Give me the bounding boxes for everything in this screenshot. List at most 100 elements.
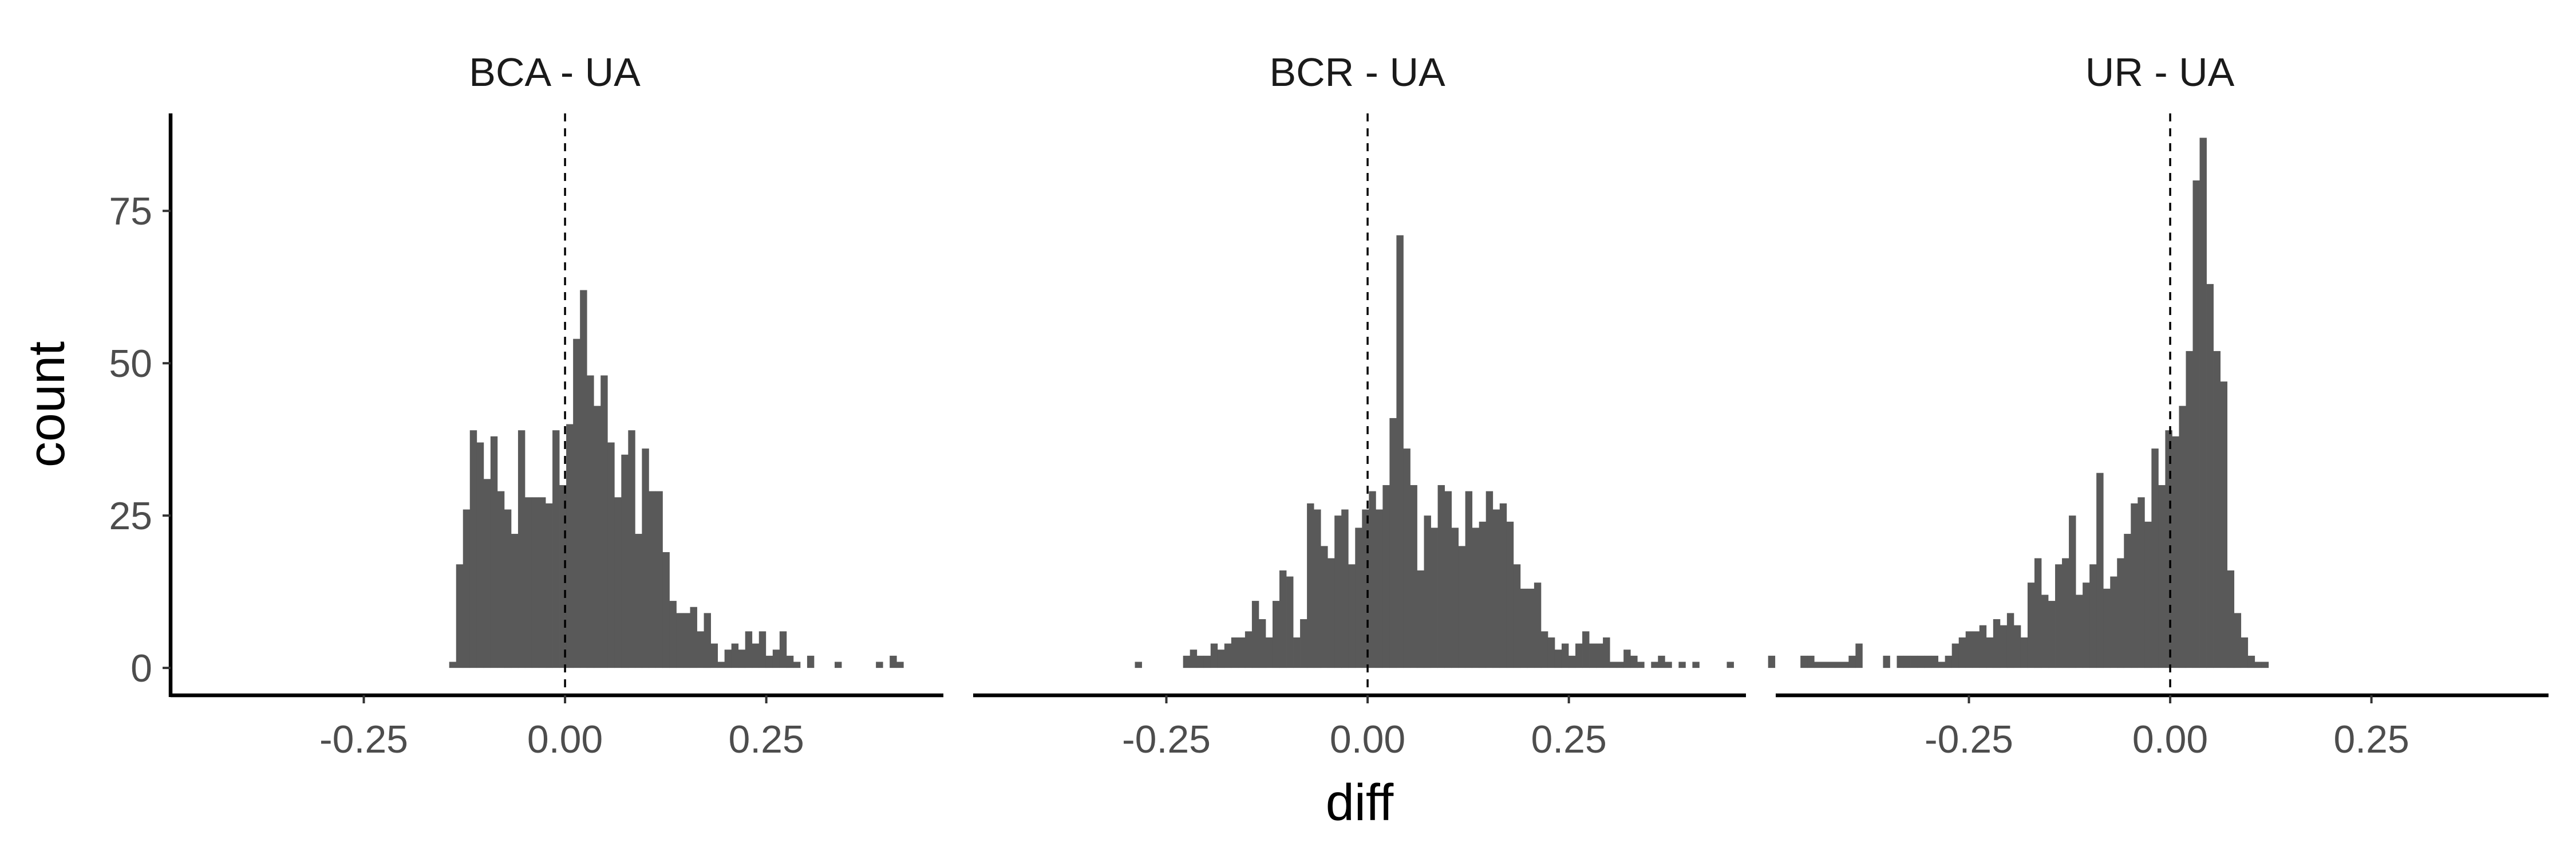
y-tick-label: 75 <box>109 190 152 233</box>
histogram-bar <box>1341 509 1349 668</box>
histogram-bar <box>1965 631 1973 668</box>
histogram-bar <box>642 448 649 668</box>
histogram-bar <box>1575 643 1583 668</box>
histogram-bar <box>1444 491 1452 668</box>
histogram-bar <box>614 497 622 668</box>
histogram-bar <box>1258 619 1266 668</box>
histogram-bar <box>546 503 553 668</box>
histogram-bar <box>683 613 690 668</box>
histogram-bar <box>1582 631 1590 668</box>
histogram-bar <box>524 497 532 668</box>
histogram-bar <box>2062 558 2069 668</box>
histogram-bar <box>2076 595 2083 668</box>
histogram-bar <box>1279 570 1287 668</box>
histogram-bar <box>649 491 656 668</box>
histogram-bar <box>704 613 711 668</box>
histogram-bar <box>1472 528 1480 668</box>
x-tick-label: 0.00 <box>527 718 603 761</box>
y-tick-label: 50 <box>109 342 152 385</box>
histogram-bar <box>1410 485 1417 668</box>
histogram-bar <box>1589 643 1597 668</box>
histogram-bar <box>504 509 512 668</box>
histogram-bar <box>1540 631 1548 668</box>
histogram-bar <box>2138 497 2145 668</box>
histogram-bar <box>2227 570 2235 668</box>
histogram-bar <box>1513 564 1521 668</box>
histogram-bar <box>758 631 767 668</box>
histogram-bar <box>490 436 498 668</box>
histogram-bar <box>793 662 801 668</box>
histogram-bar <box>1726 662 1734 668</box>
histogram-bar <box>1183 655 1191 668</box>
histogram-bar <box>2027 582 2035 668</box>
histogram-bar <box>1979 625 1987 668</box>
histogram-bar <box>1910 655 1918 668</box>
histogram-bar <box>2103 588 2111 668</box>
histogram-bar <box>552 430 560 668</box>
histogram-bar <box>676 613 683 668</box>
histogram-bar <box>2020 637 2028 668</box>
histogram-bar <box>1835 662 1842 668</box>
histogram-bar <box>476 442 484 668</box>
x-tick-label: 0.00 <box>1330 718 1405 761</box>
histogram-bar <box>1931 655 1939 668</box>
histogram-bar <box>1972 631 1980 668</box>
histogram-bar <box>1307 503 1314 668</box>
histogram-bar <box>511 534 519 668</box>
histogram-bar <box>896 662 904 668</box>
histogram-bar <box>1265 637 1273 668</box>
histogram-bar <box>1814 662 1822 668</box>
histogram-bar <box>1561 643 1569 668</box>
histogram-bar <box>1135 662 1142 668</box>
histogram-bar <box>1692 662 1700 668</box>
histogram-bar <box>1883 655 1890 668</box>
histogram-bar <box>2254 662 2262 668</box>
histogram-bar <box>1917 655 1925 668</box>
histogram-bar <box>1190 650 1198 668</box>
histogram-bar <box>1951 643 1959 668</box>
histogram-bar <box>779 631 787 668</box>
x-tick-label: 0.25 <box>2333 718 2409 761</box>
histogram-bar <box>669 601 677 668</box>
histogram-bar <box>1637 662 1645 668</box>
histogram-bar <box>890 655 897 668</box>
histogram-bar <box>1424 515 1431 668</box>
histogram-bar <box>2131 503 2138 668</box>
histogram-bar <box>835 662 842 668</box>
histogram-bar <box>738 650 746 668</box>
histogram-bar <box>1547 637 1555 668</box>
histogram-bar <box>1499 503 1507 668</box>
histogram-bar <box>1492 509 1500 668</box>
panel-title: BCA - UA <box>469 50 641 95</box>
histogram-bar <box>1272 601 1280 668</box>
histogram-bar <box>2083 582 2090 668</box>
histogram-bar <box>635 534 642 668</box>
x-tick-label: -0.25 <box>1122 718 1211 761</box>
panel-title: BCR - UA <box>1269 50 1445 95</box>
histogram-bar <box>587 375 594 668</box>
histogram-bar <box>1203 655 1211 668</box>
histogram-bar <box>1848 655 1856 668</box>
histogram-bar <box>1527 588 1535 668</box>
histogram-bar <box>1369 491 1376 668</box>
histogram-bar <box>1396 235 1404 668</box>
histogram-bar <box>1678 662 1686 668</box>
histogram-bar <box>2261 662 2269 668</box>
histogram-bar <box>1897 655 1904 668</box>
histogram-bar <box>1458 546 1466 668</box>
histogram-bar <box>1800 655 1808 668</box>
x-axis-title: diff <box>1326 774 1394 832</box>
histogram-bar <box>1603 637 1610 668</box>
histogram-bar <box>1465 491 1473 668</box>
histogram-bar <box>1855 643 1863 668</box>
histogram-bar <box>1376 509 1383 668</box>
histogram-bar <box>2234 613 2242 668</box>
histogram-bar <box>1568 655 1576 668</box>
histogram-bar <box>1251 601 1259 668</box>
histogram-bar <box>1520 588 1528 668</box>
histogram-bar <box>449 662 457 668</box>
x-tick-label: -0.25 <box>1925 718 2013 761</box>
histogram-bar <box>1244 631 1253 668</box>
histogram-bar <box>2241 637 2249 668</box>
